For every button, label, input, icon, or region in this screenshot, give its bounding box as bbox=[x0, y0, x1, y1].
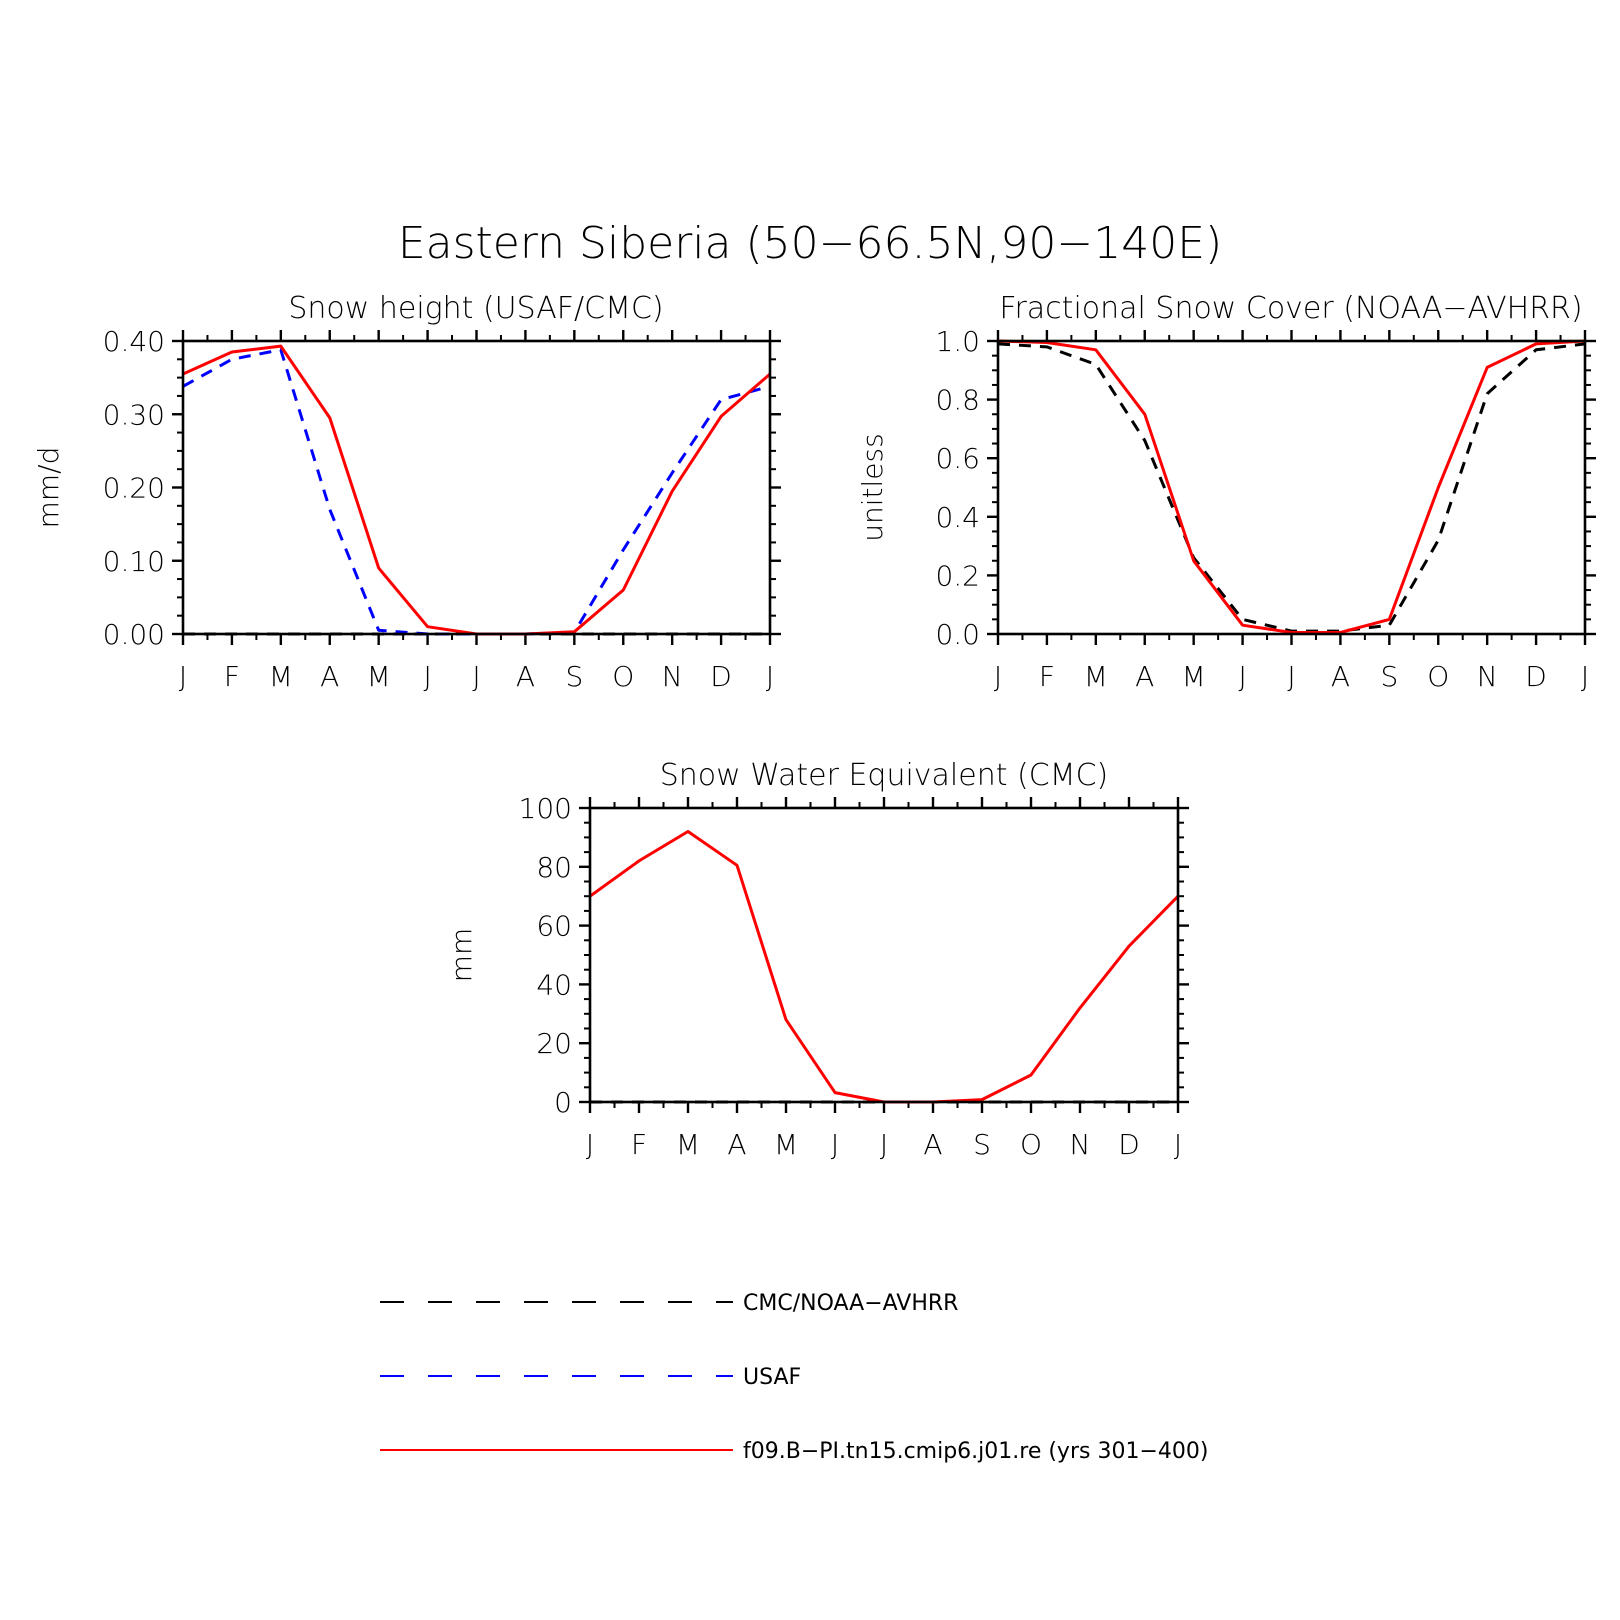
x-tick-label: A bbox=[1331, 660, 1350, 693]
series-line-model bbox=[183, 344, 770, 636]
plot-frame bbox=[181, 339, 772, 636]
x-tick-label: M bbox=[676, 1128, 700, 1161]
y-tick-label: 1.0 bbox=[935, 325, 980, 358]
panel-title: Snow height (USAF/CMC) bbox=[288, 291, 663, 326]
figure-title: Eastern Siberia (50−66.5N,90−140E) bbox=[398, 218, 1222, 269]
x-tick-label: O bbox=[1020, 1128, 1042, 1161]
x-tick-label: O bbox=[1427, 660, 1449, 693]
series-line-model bbox=[590, 830, 1178, 1104]
legend-label: CMC/NOAA−AVHRR bbox=[743, 1291, 958, 1316]
plot-frame bbox=[588, 806, 1180, 1104]
x-tick-label: D bbox=[1525, 660, 1547, 693]
x-tick-label: S bbox=[565, 660, 583, 693]
y-tick-label: 60 bbox=[536, 910, 572, 943]
x-tick-label: J bbox=[1287, 660, 1295, 693]
x-tick-label: M bbox=[1182, 660, 1206, 693]
x-tick-label: A bbox=[923, 1128, 942, 1161]
panel-title: Snow Water Equivalent (CMC) bbox=[660, 758, 1108, 793]
chart-panel-1: Snow height (USAF/CMC)mm/dJ F M A M J J A S O N D J0… bbox=[32, 291, 781, 693]
x-tick-label: S bbox=[973, 1128, 991, 1161]
x-tick-label: J bbox=[994, 660, 1002, 693]
x-tick-label: D bbox=[1118, 1128, 1140, 1161]
x-tick-label: J bbox=[1238, 660, 1246, 693]
x-tick-label: J bbox=[1581, 660, 1589, 693]
x-tick-label: J bbox=[586, 1128, 594, 1161]
y-tick-label: 0.8 bbox=[935, 384, 980, 417]
y-tick-label: 0.00 bbox=[103, 618, 165, 651]
y-tick-label: 20 bbox=[536, 1027, 572, 1060]
chart-panel-3: Snow Water Equivalent (CMC)mmJ F M A M J J A S O N… bbox=[445, 758, 1189, 1161]
series-line-cmc bbox=[998, 342, 1585, 633]
legend-label: f09.B−PI.tn15.cmip6.j01.re (yrs 301−400) bbox=[743, 1439, 1208, 1464]
panel-title: Fractional Snow Cover (NOAA−AVHRR) bbox=[999, 291, 1582, 326]
y-tick-label: 80 bbox=[536, 851, 572, 884]
y-axis-label: mm bbox=[445, 928, 478, 983]
y-tick-label: 0.4 bbox=[935, 501, 980, 534]
x-tick-label: N bbox=[1477, 660, 1498, 693]
y-tick-label: 0.6 bbox=[935, 442, 980, 475]
x-tick-label: A bbox=[727, 1128, 746, 1161]
x-tick-label: M bbox=[1084, 660, 1108, 693]
y-tick-label: 0 bbox=[554, 1086, 572, 1119]
x-tick-label: J bbox=[880, 1128, 888, 1161]
series-line-usaf bbox=[183, 348, 770, 636]
x-tick-label: A bbox=[320, 660, 339, 693]
legend-item-model: f09.B−PI.tn15.cmip6.j01.re (yrs 301−400) bbox=[380, 1439, 1208, 1464]
legend-item-usaf: USAF bbox=[380, 1365, 801, 1390]
series-line-model bbox=[998, 339, 1585, 634]
y-tick-label: 0.10 bbox=[103, 545, 165, 578]
x-tick-label: O bbox=[612, 660, 634, 693]
x-tick-label: F bbox=[224, 660, 240, 693]
x-tick-label: N bbox=[1070, 1128, 1091, 1161]
x-tick-label: N bbox=[662, 660, 683, 693]
x-tick-label: A bbox=[516, 660, 535, 693]
y-tick-label: 100 bbox=[519, 792, 572, 825]
chart-panels: Snow height (USAF/CMC)mm/dJ F M A M J J A S O N D J0… bbox=[32, 291, 1596, 1161]
chart-panel-2: Fractional Snow Cover (NOAA−AVHRR) unitle… bbox=[856, 291, 1596, 693]
legend-item-cmc: CMC/NOAA−AVHRR bbox=[380, 1291, 958, 1316]
x-tick-label: J bbox=[766, 660, 774, 693]
x-tick-label: M bbox=[774, 1128, 798, 1161]
x-tick-label: S bbox=[1380, 660, 1398, 693]
y-tick-label: 0.30 bbox=[103, 398, 165, 431]
x-tick-label: J bbox=[179, 660, 187, 693]
x-tick-label: A bbox=[1135, 660, 1154, 693]
y-tick-label: 40 bbox=[536, 968, 572, 1001]
x-tick-label: J bbox=[1174, 1128, 1182, 1161]
x-tick-label: M bbox=[269, 660, 293, 693]
legend: CMC/NOAA−AVHRR USAF f09.B−PI.tn15.cmip6.j0… bbox=[380, 1291, 1208, 1464]
x-tick-label: F bbox=[631, 1128, 647, 1161]
x-tick-label: D bbox=[710, 660, 732, 693]
y-tick-label: 0.2 bbox=[935, 559, 980, 592]
y-axis-label: mm/d bbox=[32, 447, 65, 529]
y-tick-label: 0.0 bbox=[935, 618, 980, 651]
plot-frame bbox=[996, 339, 1587, 636]
y-tick-label: 0.20 bbox=[103, 472, 165, 505]
y-tick-label: 0.40 bbox=[103, 325, 165, 358]
x-tick-label: F bbox=[1039, 660, 1055, 693]
legend-label: USAF bbox=[743, 1365, 801, 1390]
y-axis-label: unitless bbox=[856, 433, 889, 541]
x-tick-label: J bbox=[831, 1128, 839, 1161]
x-tick-label: J bbox=[472, 660, 480, 693]
x-tick-label: J bbox=[423, 660, 431, 693]
x-tick-label: M bbox=[367, 660, 391, 693]
